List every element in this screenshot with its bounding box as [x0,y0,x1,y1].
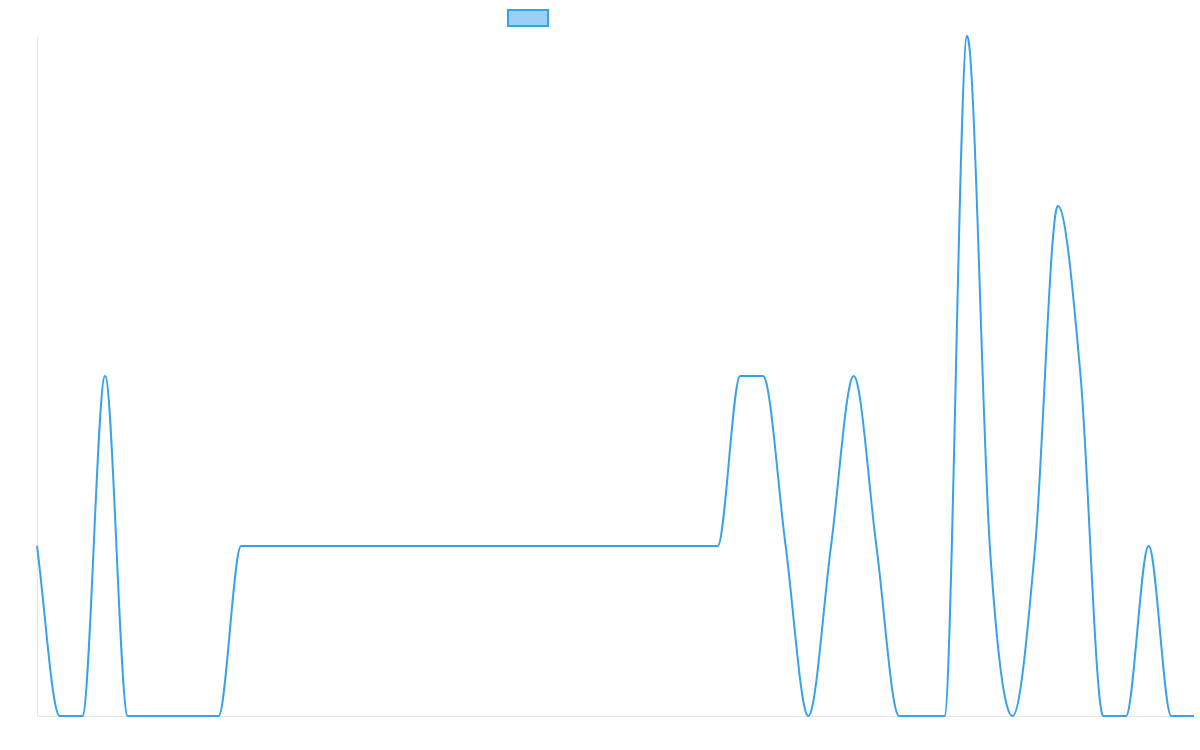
data-point-0-15[interactable] [374,543,380,549]
data-point-0-14[interactable] [352,543,358,549]
data-point-0-41[interactable] [964,33,970,39]
data-point-0-25[interactable] [601,543,607,549]
data-point-0-12[interactable] [306,543,312,549]
data-point-0-49[interactable] [1146,543,1152,549]
data-point-0-16[interactable] [397,543,403,549]
data-point-0-10[interactable] [261,543,267,549]
data-point-0-19[interactable] [465,543,471,549]
data-point-0-7[interactable] [193,713,199,719]
data-point-0-38[interactable] [896,713,902,719]
data-point-0-51[interactable] [1191,713,1197,719]
data-point-0-35[interactable] [828,543,834,549]
data-point-0-8[interactable] [215,713,221,719]
data-point-0-4[interactable] [125,713,131,719]
data-point-0-30[interactable] [715,543,721,549]
axes [37,36,1194,717]
data-point-0-0[interactable] [34,543,40,549]
data-point-0-24[interactable] [578,543,584,549]
data-point-0-17[interactable] [420,543,426,549]
data-point-0-28[interactable] [669,543,675,549]
data-point-0-34[interactable] [805,713,811,719]
data-point-0-39[interactable] [919,713,925,719]
data-point-0-33[interactable] [783,543,789,549]
data-point-0-37[interactable] [873,543,879,549]
data-point-0-45[interactable] [1055,203,1061,209]
data-point-0-9[interactable] [238,543,244,549]
data-point-0-13[interactable] [329,543,335,549]
data-point-0-29[interactable] [692,543,698,549]
data-point-0-23[interactable] [556,543,562,549]
data-point-0-6[interactable] [170,713,176,719]
data-point-0-26[interactable] [624,543,630,549]
data-point-0-50[interactable] [1168,713,1174,719]
data-point-0-3[interactable] [102,373,108,379]
data-point-0-18[interactable] [442,543,448,549]
data-point-0-32[interactable] [760,373,766,379]
data-point-0-43[interactable] [1010,713,1016,719]
data-point-0-20[interactable] [488,543,494,549]
data-point-0-21[interactable] [510,543,516,549]
data-point-0-40[interactable] [941,713,947,719]
data-point-0-47[interactable] [1100,713,1106,719]
data-point-0-31[interactable] [737,373,743,379]
data-point-0-27[interactable] [647,543,653,549]
series-line-0[interactable] [36,34,1194,718]
data-point-0-36[interactable] [851,373,857,379]
data-point-0-46[interactable] [1078,373,1084,379]
series-group [34,33,1197,719]
legend-swatch[interactable] [507,9,549,27]
data-point-0-22[interactable] [533,543,539,549]
data-point-0-48[interactable] [1123,713,1129,719]
legend[interactable] [507,9,549,27]
data-point-0-5[interactable] [147,713,153,719]
data-point-0-44[interactable] [1032,543,1038,549]
data-point-0-2[interactable] [79,713,85,719]
data-point-0-11[interactable] [284,543,290,549]
data-point-0-1[interactable] [57,713,63,719]
data-point-0-42[interactable] [987,543,993,549]
